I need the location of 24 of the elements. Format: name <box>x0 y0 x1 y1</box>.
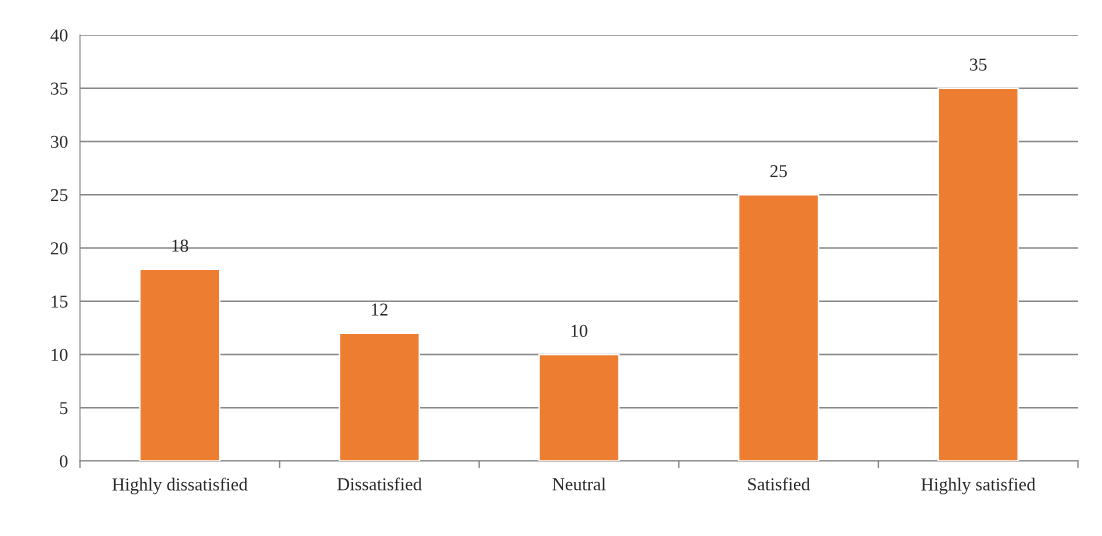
x-tick-label: Dissatisfied <box>337 477 422 491</box>
y-tick-label: 40 <box>50 29 68 42</box>
bar <box>538 353 620 461</box>
data-label: 25 <box>770 165 787 178</box>
bar <box>139 268 221 461</box>
y-tick-label: 10 <box>51 348 68 361</box>
bar <box>737 194 820 461</box>
bar <box>937 87 1019 461</box>
data-label: 10 <box>571 324 588 337</box>
y-tick-label: 0 <box>59 455 68 468</box>
y-tick-label: 15 <box>51 295 68 308</box>
data-label: 12 <box>371 303 388 316</box>
y-tick-label: 5 <box>60 402 68 415</box>
x-tick-label: Satisfied <box>748 477 810 491</box>
bar <box>338 332 421 461</box>
data-label: 18 <box>172 239 189 252</box>
y-tick-label: 20 <box>50 242 68 255</box>
y-tick-label: 25 <box>50 189 68 202</box>
x-tick-label: Highly dissatisfied <box>112 477 248 495</box>
x-tick-label: Neutral <box>552 477 606 491</box>
data-label: 35 <box>970 58 987 71</box>
y-tick-label: 35 <box>51 82 68 95</box>
x-tick-label: Highly satisfied <box>921 477 1036 495</box>
y-tick-label: 30 <box>51 135 68 148</box>
